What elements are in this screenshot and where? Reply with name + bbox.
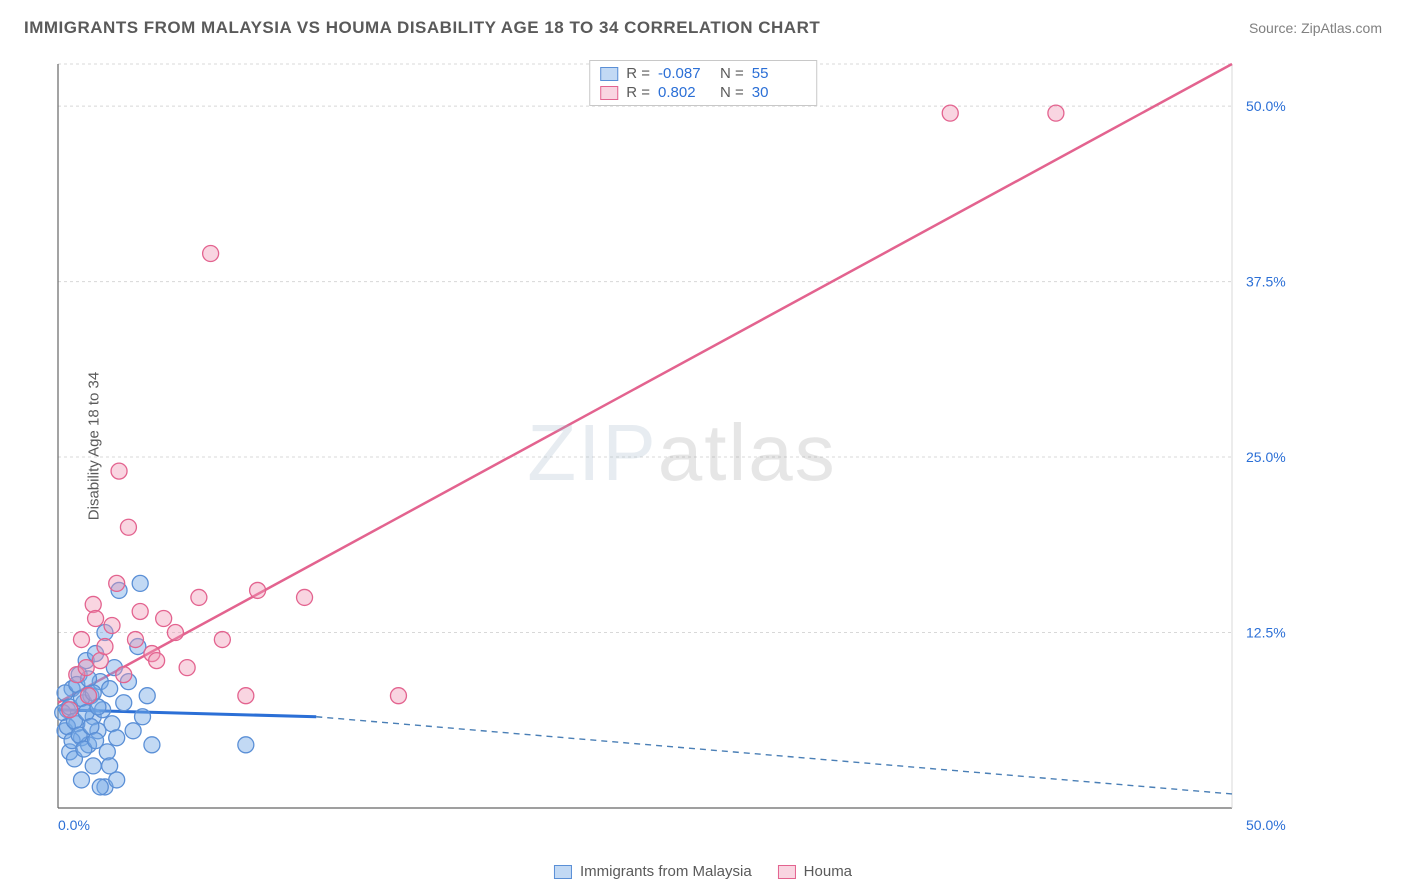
stat-n-value-1: 30 (752, 84, 806, 101)
series-legend: Immigrants from Malaysia Houma (554, 863, 852, 880)
legend-item-1: Houma (778, 863, 852, 880)
stat-n-label: N = (720, 65, 744, 82)
legend-label-0: Immigrants from Malaysia (580, 863, 752, 880)
legend-item-0: Immigrants from Malaysia (554, 863, 752, 880)
svg-text:37.5%: 37.5% (1246, 274, 1286, 290)
stats-row-0: R = -0.087 N = 55 (600, 64, 806, 83)
svg-text:50.0%: 50.0% (1246, 98, 1286, 114)
stats-row-1: R = 0.802 N = 30 (600, 83, 806, 102)
swatch-series-1 (600, 86, 618, 100)
source-label: Source: ZipAtlas.com (1249, 20, 1382, 36)
stat-r-label: R = (626, 84, 650, 101)
swatch-series-0 (600, 67, 618, 81)
plot-area: 12.5%25.0%37.5%50.0%0.0%50.0% ZIPatlas (52, 58, 1312, 848)
chart-title: IMMIGRANTS FROM MALAYSIA VS HOUMA DISABI… (24, 18, 820, 38)
legend-swatch-0 (554, 865, 572, 879)
stat-r-label: R = (626, 65, 650, 82)
svg-text:50.0%: 50.0% (1246, 817, 1286, 833)
stats-legend: R = -0.087 N = 55 R = 0.802 N = 30 (589, 60, 817, 106)
stat-n-label: N = (720, 84, 744, 101)
stat-r-value-0: -0.087 (658, 65, 712, 82)
scatter-chart: 12.5% 25.0% 37.5% 50.0% 0.0% 50.0% (52, 58, 1312, 848)
svg-text:12.5%: 12.5% (1246, 625, 1286, 641)
svg-text:0.0%: 0.0% (58, 817, 90, 833)
legend-label-1: Houma (804, 863, 852, 880)
stat-n-value-0: 55 (752, 65, 806, 82)
stat-r-value-1: 0.802 (658, 84, 712, 101)
legend-swatch-1 (778, 865, 796, 879)
svg-text:25.0%: 25.0% (1246, 449, 1286, 465)
